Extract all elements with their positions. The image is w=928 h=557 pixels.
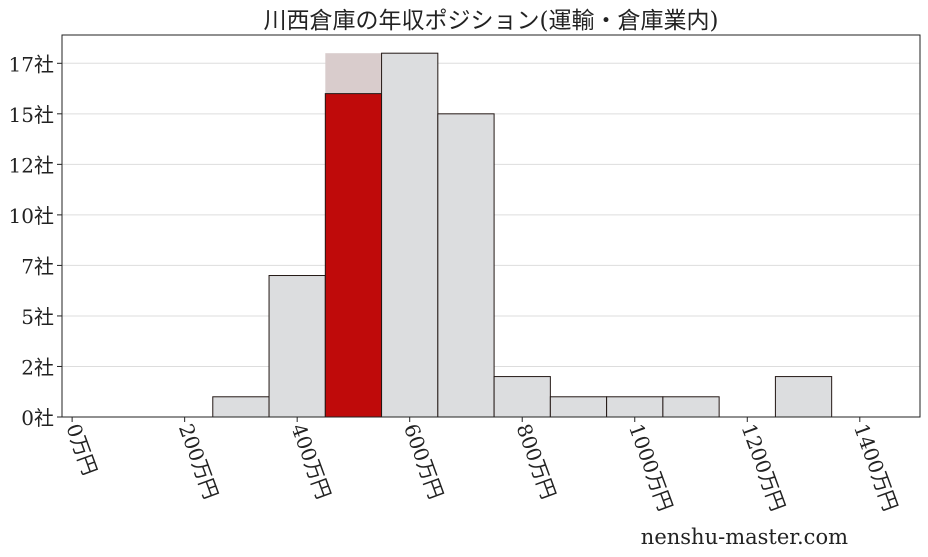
x-tick-label: 0万円	[61, 421, 102, 479]
histogram-bar	[774, 376, 833, 418]
x-tick-label: 400万円	[286, 421, 335, 503]
plot-frame	[61, 34, 921, 418]
histogram-bar	[493, 376, 551, 418]
histogram-bar	[268, 275, 326, 418]
x-tick-label: 1200万円	[737, 421, 791, 515]
y-tick-label: 5社	[21, 305, 54, 329]
y-tick-label: 12社	[9, 153, 54, 177]
y-tick-label: 10社	[9, 204, 54, 228]
histogram-bar	[662, 396, 720, 418]
chart-title: 川西倉庫の年収ポジション(運輸・倉庫業内)	[264, 8, 719, 34]
y-tick-label: 2社	[21, 355, 54, 379]
y-tick-label: 17社	[9, 52, 54, 76]
highlight-bar	[324, 93, 383, 418]
y-tick-label: 7社	[21, 254, 54, 278]
x-tick-label: 1000万円	[624, 421, 678, 515]
histogram-bar	[437, 113, 495, 418]
y-tick-label: 0社	[21, 406, 54, 430]
x-tick-label: 800万円	[512, 421, 561, 503]
x-tick-label: 600万円	[399, 421, 448, 503]
y-tick-label: 15社	[9, 103, 54, 127]
histogram-bar	[212, 396, 270, 418]
histogram-bar	[549, 396, 608, 418]
x-tick-label: 200万円	[174, 421, 223, 503]
x-tick-label: 1400万円	[849, 421, 903, 515]
histogram-bar	[606, 396, 664, 418]
watermark: nenshu-master.com	[641, 525, 848, 549]
histogram-bar	[381, 52, 439, 418]
